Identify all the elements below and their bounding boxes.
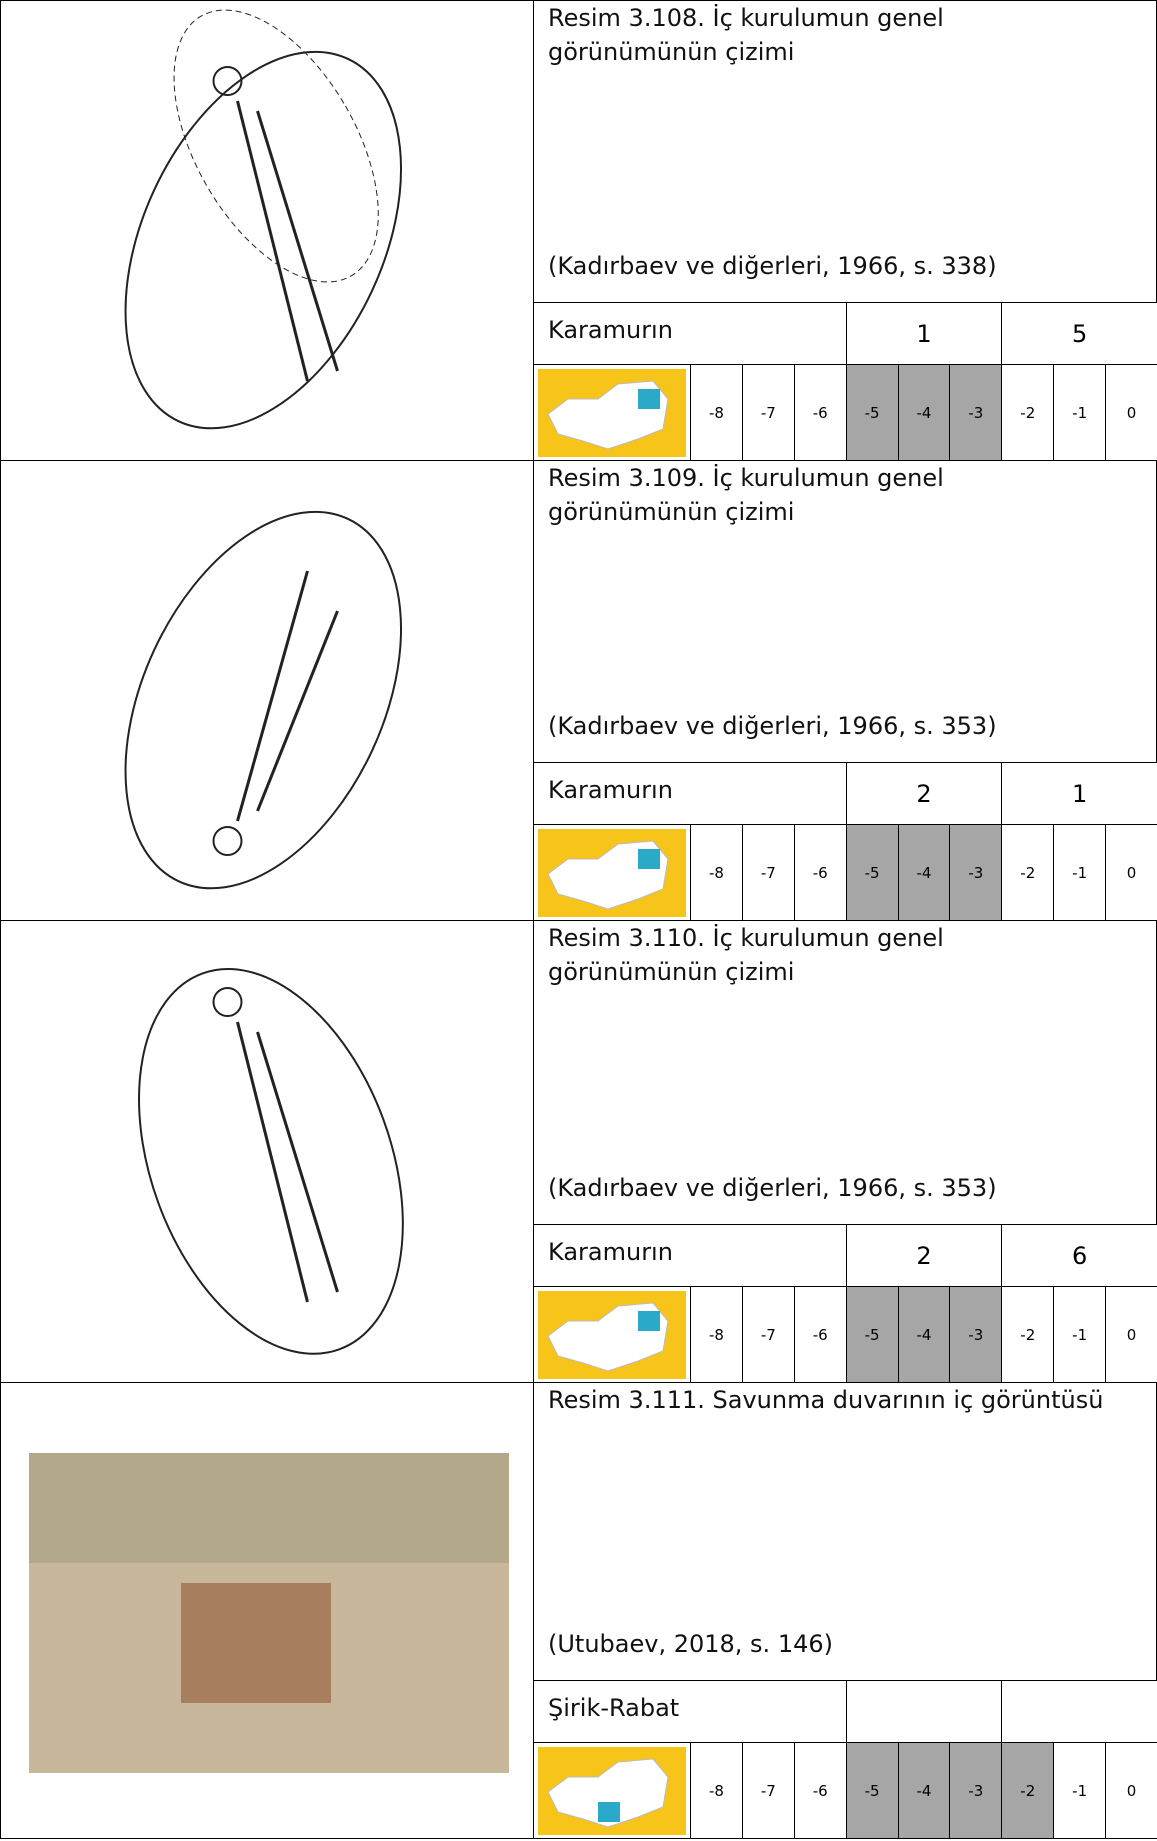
- citation: (Kadırbaev ve diğerleri, 1966, s. 353): [548, 712, 997, 740]
- scale-cell: -7: [741, 1286, 795, 1383]
- scale-cell: -1: [1053, 824, 1107, 921]
- scale-cell: -2: [1001, 1742, 1055, 1839]
- site-name: Karamurın: [548, 1238, 673, 1266]
- caption: görünümünün çizimi: [548, 38, 795, 66]
- scale-cell: -2: [1001, 824, 1055, 921]
- image-cell: [0, 460, 534, 921]
- number-cell: 6: [1001, 1224, 1157, 1287]
- scale-cell: -5: [845, 1286, 899, 1383]
- drawing: [138, 968, 404, 1355]
- caption: Resim 3.111. Savunma duvarının iç görünt…: [548, 1386, 1104, 1414]
- site-name: Karamurın: [548, 776, 673, 804]
- image-cell: [0, 0, 534, 461]
- map: [538, 1291, 686, 1379]
- drawing: [124, 9, 403, 430]
- image-cell: [0, 920, 534, 1383]
- map: [538, 369, 686, 457]
- number-cell: 2: [845, 762, 1003, 825]
- scale-cell: -6: [793, 824, 847, 921]
- scale-cell: -4: [897, 364, 951, 461]
- number-cell: 2: [845, 1224, 1003, 1287]
- scale-cell: 0: [1105, 1286, 1157, 1383]
- map: [538, 829, 686, 917]
- scale-cell: -3: [949, 364, 1003, 461]
- scale-cell: -4: [897, 1742, 951, 1839]
- scale-cell: -1: [1053, 364, 1107, 461]
- caption: Resim 3.109. İç kurulumun genel: [548, 464, 944, 492]
- image-cell: [0, 1382, 534, 1839]
- caption: Resim 3.110. İç kurulumun genel: [548, 924, 944, 952]
- map: [538, 1747, 686, 1835]
- map-cell: [533, 1286, 691, 1383]
- caption: görünümünün çizimi: [548, 498, 795, 526]
- photo: [29, 1453, 509, 1773]
- scale-cell: -5: [845, 824, 899, 921]
- scale-cell: -7: [741, 1742, 795, 1839]
- scale-cell: -3: [949, 824, 1003, 921]
- scale-cell: -7: [741, 364, 795, 461]
- map-cell: [533, 824, 691, 921]
- number-cell: [1001, 1680, 1157, 1743]
- caption: görünümünün çizimi: [548, 958, 795, 986]
- scale-cell: -1: [1053, 1742, 1107, 1839]
- drawing: [124, 510, 403, 890]
- scale-cell: -3: [949, 1286, 1003, 1383]
- scale-cell: 0: [1105, 824, 1157, 921]
- scale-cell: -2: [1001, 1286, 1055, 1383]
- scale-cell: -4: [897, 1286, 951, 1383]
- citation: (Kadırbaev ve diğerleri, 1966, s. 353): [548, 1174, 997, 1202]
- scale-cell: -7: [741, 824, 795, 921]
- citation: (Utubaev, 2018, s. 146): [548, 1630, 833, 1658]
- number-cell: 1: [1001, 762, 1157, 825]
- scale-cell: -8: [690, 364, 743, 461]
- scale-cell: -6: [793, 1742, 847, 1839]
- site-name: Karamurın: [548, 316, 673, 344]
- scale-cell: -6: [793, 364, 847, 461]
- number-cell: 5: [1001, 302, 1157, 365]
- caption: Resim 3.108. İç kurulumun genel: [548, 4, 944, 32]
- scale-cell: -4: [897, 824, 951, 921]
- scale-cell: 0: [1105, 1742, 1157, 1839]
- scale-cell: -8: [690, 824, 743, 921]
- scale-cell: -5: [845, 364, 899, 461]
- scale-cell: 0: [1105, 364, 1157, 461]
- scale-cell: -8: [690, 1742, 743, 1839]
- map-cell: [533, 364, 691, 461]
- site-name: Şirik-Rabat: [548, 1694, 680, 1722]
- scale-cell: -6: [793, 1286, 847, 1383]
- number-cell: [845, 1680, 1003, 1743]
- scale-cell: -8: [690, 1286, 743, 1383]
- scale-cell: -5: [845, 1742, 899, 1839]
- citation: (Kadırbaev ve diğerleri, 1966, s. 338): [548, 252, 997, 280]
- scale-cell: -3: [949, 1742, 1003, 1839]
- scale-cell: -2: [1001, 364, 1055, 461]
- map-cell: [533, 1742, 691, 1839]
- scale-cell: -1: [1053, 1286, 1107, 1383]
- number-cell: 1: [845, 302, 1003, 365]
